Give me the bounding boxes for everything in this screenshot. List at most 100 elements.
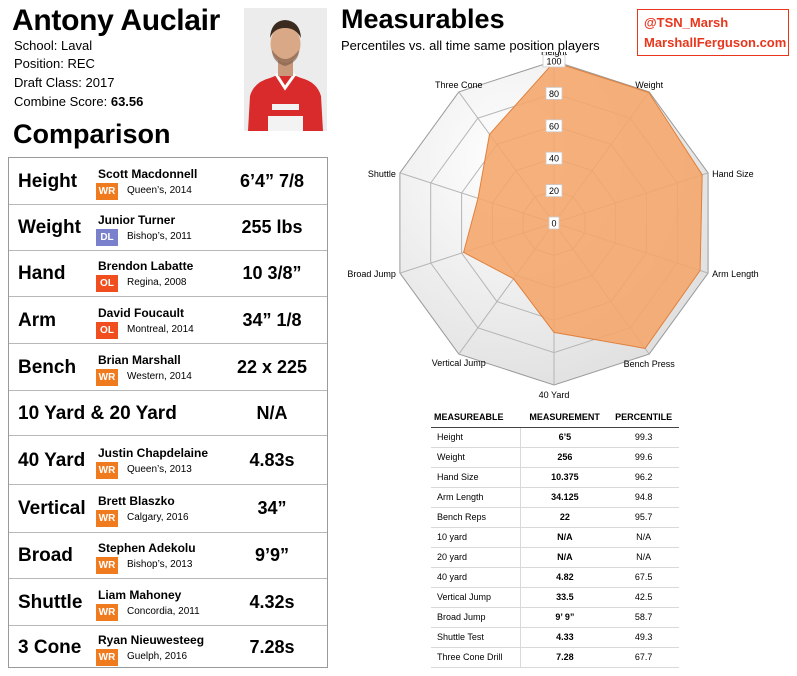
percentile-cell: 67.7 — [608, 647, 679, 668]
comparison-school: Concordia, 2011 — [127, 605, 200, 617]
comparison-value: 4.32s — [249, 591, 295, 612]
comparison-value: 4.83s — [249, 449, 295, 470]
player-name: Antony Auclair — [12, 4, 221, 37]
percentile-cell: 94.8 — [608, 487, 679, 508]
measurement-cell: 22 — [520, 507, 609, 528]
percentile-cell: N/A — [608, 527, 679, 548]
comparison-row: 40 Yard Justin Chapdelaine WR Queen’s, 2013… — [9, 436, 327, 485]
comparison-row: 10 Yard & 20 Yard N/A — [9, 391, 327, 436]
measurement-cell: 33.5 — [520, 587, 609, 608]
radar-tick-label: 20 — [549, 186, 559, 196]
position-badge: WR — [96, 182, 118, 200]
radar-axis-label: Hand Size — [712, 169, 754, 179]
comparison-metric-label: Arm — [18, 309, 57, 331]
radar-axis-label: Three Cone — [435, 80, 483, 90]
position-badge: WR — [96, 603, 118, 621]
draft-label: Draft Class: — [14, 75, 82, 90]
percentile-row: Arm Length 34.125 94.8 — [431, 487, 679, 508]
measureable-cell: Three Cone Drill — [431, 647, 522, 668]
measurement-cell: 34.125 — [520, 487, 609, 508]
percentile-row: Weight 256 99.6 — [431, 447, 679, 468]
player-draft-class: Draft Class: 2017 — [14, 75, 114, 90]
comparison-school: Montreal, 2014 — [127, 323, 194, 335]
comparison-metric-label: Hand — [18, 263, 66, 284]
score-label: Combine Score: — [14, 94, 108, 109]
percentile-cell: 49.3 — [608, 627, 679, 648]
radar-tick-box — [545, 151, 563, 165]
measurement-cell: 6’5 — [520, 427, 609, 448]
radar-tick-label: 60 — [549, 121, 559, 131]
comparison-metric-label: Height — [18, 170, 78, 192]
comparison-row: Bench Brian Marshall WR Western, 2014 22 x 2… — [9, 344, 327, 391]
measurement-cell: 10.375 — [520, 467, 609, 488]
comparison-school: Bishop’s, 2011 — [127, 231, 192, 242]
draft-value: 2017 — [85, 75, 115, 90]
percentile-cell: N/A — [608, 547, 679, 568]
player-position: Position: REC — [14, 56, 95, 71]
percentile-row: Hand Size 10.375 96.2 — [431, 467, 679, 488]
percentile-row: 40 yard 4.82 67.5 — [431, 567, 679, 588]
measureable-cell: Bench Reps — [431, 507, 522, 528]
comparison-school: Bishop’s, 2013 — [127, 559, 193, 570]
comparison-school: Regina, 2008 — [127, 277, 187, 288]
player-photo — [244, 8, 327, 131]
social-handle[interactable]: @TSN_Marsh — [644, 15, 729, 30]
radar-axis-label: Broad Jump — [347, 269, 396, 279]
comparison-value: 10 3/8” — [242, 263, 302, 283]
player-school: School: Laval — [14, 38, 92, 53]
radar-tick-box — [548, 216, 560, 230]
position-label: Position: — [14, 56, 64, 71]
comparison-metric-label: Shuttle — [18, 591, 83, 613]
player-combine-score: Combine Score: 63.56 — [14, 94, 143, 109]
player-photo-illustration — [244, 8, 327, 131]
measureable-cell: Broad Jump — [431, 607, 522, 628]
measurement-cell: N/A — [520, 527, 609, 548]
comparison-row: Hand Brendon Labatte OL Regina, 2008 10 3/8” — [9, 251, 327, 297]
comparison-metric-label: 40 Yard — [18, 449, 86, 471]
radar-axis-label: Arm Length — [712, 269, 759, 279]
radar-tick-box — [545, 184, 563, 198]
comparison-player-name: Liam Mahoney — [98, 587, 182, 602]
radar-axis-label: Height — [541, 52, 568, 57]
comparison-school: Queen’s, 2013 — [127, 463, 192, 475]
comparison-metric-label: 10 Yard & 20 Yard — [18, 402, 177, 424]
percentile-cell: 67.5 — [608, 567, 679, 588]
radar-tick-box — [542, 54, 566, 68]
comparison-player-name: Ryan Nieuwesteeg — [98, 632, 205, 647]
social-site[interactable]: MarshallFerguson.com — [644, 35, 787, 50]
comparison-metric-label: Vertical — [18, 498, 86, 519]
measurement-cell: 4.82 — [520, 567, 609, 588]
position-badge: DL — [96, 229, 118, 246]
radar-tick-box — [545, 87, 563, 100]
position-badge: WR — [96, 461, 118, 479]
social-box: @TSN_Marsh MarshallFerguson.com — [637, 9, 789, 56]
comparison-metric-label: Broad — [18, 545, 73, 566]
comparison-school: Western, 2014 — [127, 370, 192, 382]
comparison-row: 3 Cone Ryan Nieuwesteeg WR Guelph, 2016 7.28… — [9, 626, 327, 669]
header-measurement: MEASUREMENT — [520, 407, 609, 428]
percentile-row: Three Cone Drill 7.28 67.7 — [431, 647, 679, 668]
percentile-row: 10 yard N/A N/A — [431, 527, 679, 548]
comparison-school: Guelph, 2016 — [127, 650, 188, 662]
comparison-player-name: Scott Macdonnell — [98, 166, 198, 181]
radar-axis-label: Weight — [635, 80, 663, 90]
comparison-value: 9’9” — [254, 545, 290, 565]
comparison-player-name: Stephen Adekolu — [98, 541, 196, 555]
radar-series-area — [463, 61, 703, 349]
measureable-cell: 40 yard — [431, 567, 522, 588]
percentile-cell: 99.6 — [608, 447, 679, 468]
measurement-cell: 4.33 — [520, 627, 609, 648]
comparison-school: Queen’s, 2014 — [127, 184, 192, 196]
radar-axis-label: 40 Yard — [539, 390, 570, 400]
percentile-row: 20 yard N/A N/A — [431, 547, 679, 568]
school-label: School: — [14, 38, 58, 53]
percentile-row: Height 6’5 99.3 — [431, 427, 679, 448]
comparison-value: 7.28s — [249, 636, 295, 657]
measureable-cell: Vertical Jump — [431, 587, 522, 608]
comparison-metric-label: Bench — [18, 356, 77, 378]
radar-axis-label: Bench Press — [624, 359, 676, 369]
comparison-value: 22 x 225 — [236, 356, 308, 377]
measureable-cell: Arm Length — [431, 487, 522, 508]
comparison-player-name: Justin Chapdelaine — [98, 445, 209, 460]
position-badge: WR — [96, 648, 118, 666]
